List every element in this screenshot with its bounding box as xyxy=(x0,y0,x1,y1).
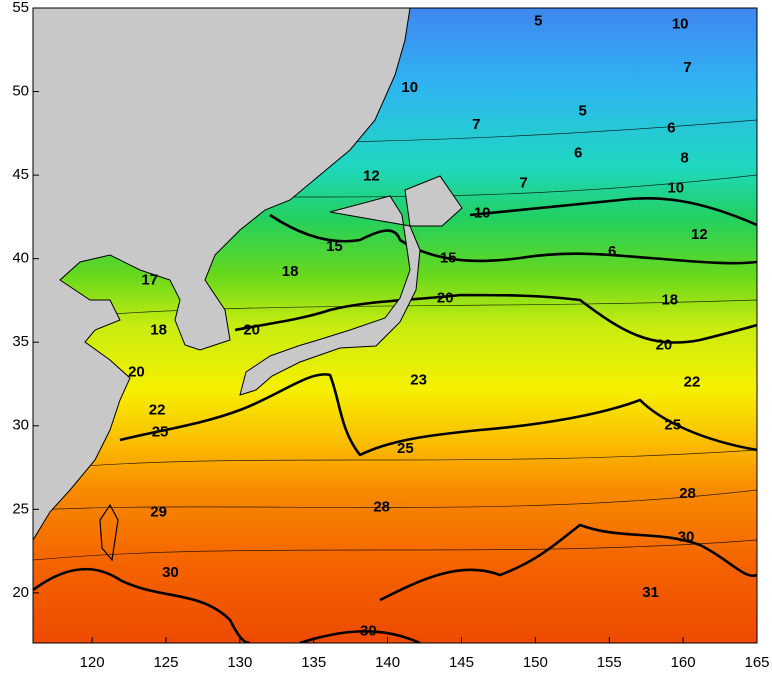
contour-label: 15 xyxy=(326,238,343,255)
contour-label: 25 xyxy=(664,417,681,434)
y-tick-label: 40 xyxy=(12,250,29,267)
contour-10 xyxy=(469,196,757,227)
contour-label: 12 xyxy=(363,168,380,185)
y-tick-label: 50 xyxy=(12,83,29,100)
y-tick-label: 45 xyxy=(12,166,29,183)
contour-label: 5 xyxy=(578,103,586,120)
y-tick-label: 55 xyxy=(12,0,29,16)
contour-label: 10 xyxy=(474,205,491,222)
x-tick-label: 150 xyxy=(523,654,548,671)
contour-label: 20 xyxy=(243,321,260,338)
contour-label: 28 xyxy=(679,485,696,502)
contour-label: 31 xyxy=(642,584,659,601)
y-tick-label: 25 xyxy=(12,500,29,517)
overlay: 120 125 130 135 140 145 150 155 160 1652025303540… xyxy=(12,0,769,671)
contour-label: 5 xyxy=(534,12,542,29)
contour-label: 7 xyxy=(519,174,527,191)
contour-label: 20 xyxy=(437,290,454,307)
x-tick-label: 120 xyxy=(80,654,105,671)
contour-label: 30 xyxy=(162,564,179,581)
land-continent xyxy=(33,8,411,541)
contour-label: 10 xyxy=(401,79,418,96)
contour-15 xyxy=(269,213,757,265)
contour-label: 22 xyxy=(684,373,701,390)
contour-label: 12 xyxy=(691,226,708,243)
contour-label: 20 xyxy=(128,363,145,380)
x-tick-label: 140 xyxy=(375,654,400,671)
contour-label: 28 xyxy=(373,499,390,516)
x-tick-label: 125 xyxy=(153,654,178,671)
contour-label: 30 xyxy=(360,622,377,639)
contour-label: 25 xyxy=(397,440,414,457)
plot-frame xyxy=(32,7,758,644)
land-japan xyxy=(239,195,421,396)
contour-label: 17 xyxy=(141,271,158,288)
contour-label: 6 xyxy=(608,243,616,260)
contour-label: 25 xyxy=(152,423,169,440)
taiwan-outline xyxy=(99,503,119,562)
contour-label: 22 xyxy=(149,402,166,419)
y-tick-label: 35 xyxy=(12,333,29,350)
x-tick-label: 130 xyxy=(227,654,252,671)
x-tick-label: 160 xyxy=(671,654,696,671)
contour-label: 15 xyxy=(440,250,457,267)
contour-label: 29 xyxy=(150,504,167,521)
y-tick-label: 20 xyxy=(12,584,29,601)
contour-label: 10 xyxy=(672,16,689,33)
map-field xyxy=(33,8,757,643)
x-tick-label: 145 xyxy=(449,654,474,671)
x-tick-label: 155 xyxy=(597,654,622,671)
contour-25 xyxy=(119,373,757,457)
contour-label: 6 xyxy=(574,144,582,161)
contour-label: 10 xyxy=(667,179,684,196)
x-tick-label: 135 xyxy=(301,654,326,671)
contour-label: 18 xyxy=(150,321,167,338)
contour-label: 7 xyxy=(472,116,480,133)
x-tick-label: 165 xyxy=(744,654,769,671)
contour-label: 8 xyxy=(680,149,688,166)
contour-label: 18 xyxy=(661,291,678,308)
contour-label: 6 xyxy=(667,119,675,136)
land-hokkaido xyxy=(404,175,463,227)
contour-label: 7 xyxy=(683,59,691,76)
contour-label: 30 xyxy=(678,529,695,546)
contour-20 xyxy=(234,293,757,344)
y-tick-label: 30 xyxy=(12,417,29,434)
contour-label: 18 xyxy=(282,263,299,280)
contour-label: 20 xyxy=(656,337,673,354)
contour-label: 23 xyxy=(410,372,427,389)
